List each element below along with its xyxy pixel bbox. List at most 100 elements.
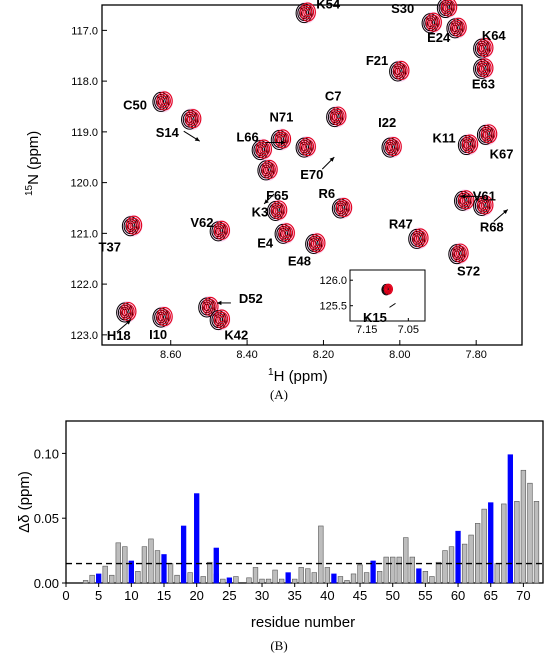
red-contour	[425, 12, 442, 32]
x-axis-superscript: 1	[268, 367, 274, 378]
bar-x-tick-label: 50	[385, 588, 399, 603]
chemical-shift-bar-panel: 0 5 10 15 20 25 30 35 40 45 50 55 60 65 70 0.00 0.05 0.1…	[16, 420, 544, 653]
red-contour	[457, 249, 464, 257]
bar-residue-48	[376, 571, 383, 584]
y-tick-label: 121.0	[70, 228, 98, 240]
bar-residue-54	[416, 568, 422, 584]
red-contour	[385, 285, 392, 293]
bar-residue-26	[233, 576, 239, 584]
bar-residue-36	[298, 567, 304, 584]
peak-label-layer: K54 S30 R60 K64 E24 E63 F21 C50 S14 C7 I22 N71 L66 E7…	[99, 0, 514, 343]
red-contour	[484, 128, 494, 140]
inset-x-tick-label: 7.05	[398, 324, 419, 336]
peak-label-l66: L66	[236, 130, 258, 145]
red-contour	[215, 222, 229, 238]
panel-b-label: (B)	[270, 638, 287, 653]
red-contour	[255, 139, 273, 159]
bar-residue-51	[396, 556, 402, 584]
bar-residue-57	[435, 561, 442, 584]
bar-x-tick-label: 60	[451, 588, 465, 603]
peak-s72	[448, 242, 469, 265]
red-contour	[276, 206, 282, 214]
red-contour	[282, 227, 292, 239]
peak-e70	[295, 136, 317, 159]
black-contour	[480, 129, 491, 141]
bar-residue-58	[442, 550, 448, 584]
bar-residue-53	[409, 556, 415, 584]
bar-residue-15	[161, 554, 167, 584]
peak-label-t37: T37	[99, 240, 121, 255]
red-contour	[440, 0, 458, 17]
peak-label-n71: N71	[269, 109, 293, 124]
bar-residue-9	[122, 546, 128, 584]
red-contour	[463, 136, 477, 152]
red-contour	[480, 62, 490, 74]
red-contour	[396, 65, 406, 76]
spectrum-x-ticks: 8.60 8.40 8.20 8.00 7.80	[160, 340, 487, 361]
x-axis-text: H (ppm)	[274, 368, 328, 385]
bar-residue-30	[259, 578, 265, 584]
red-contour	[390, 143, 397, 150]
peak-label-s30: S30	[391, 1, 414, 16]
bar-residue-47	[370, 560, 376, 584]
bar-x-tick-label: 20	[189, 588, 203, 603]
red-contour	[185, 109, 202, 129]
red-contour	[120, 301, 137, 322]
bar-residue-38	[311, 572, 317, 584]
peak-r60	[436, 0, 458, 19]
bar-residue-16	[167, 563, 174, 584]
red-contour	[311, 235, 324, 251]
inset-frame	[349, 269, 426, 322]
bar-residue-45	[357, 564, 363, 584]
black-contour	[476, 63, 487, 75]
inset-y-tick-label: 126.0	[319, 275, 347, 287]
black-contour	[155, 311, 166, 324]
bar-residue-44	[350, 573, 357, 584]
peak-v62	[209, 219, 231, 242]
red-contour	[274, 129, 292, 149]
bar-residue-65	[488, 502, 494, 584]
bar-x-tick-label: 10	[124, 588, 138, 603]
peak-label-i10: I10	[149, 327, 167, 342]
red-contour	[283, 229, 290, 237]
peak-s14	[181, 108, 202, 131]
bar-x-tick-label: 30	[255, 588, 269, 603]
peak-r68	[473, 194, 494, 217]
peak-label-e24: E24	[427, 30, 451, 45]
bar-x-tick-label: 45	[353, 588, 367, 603]
x-tick-label: 8.60	[160, 349, 181, 361]
inset-x-tick-label: 7.15	[356, 324, 377, 336]
bar-residue-5	[96, 573, 102, 584]
peak-label-k54: K54	[316, 0, 341, 12]
peak-k67	[476, 123, 498, 146]
peak-n71	[270, 128, 292, 151]
red-contour	[280, 225, 294, 241]
black-contour	[440, 2, 451, 14]
peak-f65	[257, 158, 279, 181]
bar-residue-25	[226, 577, 233, 584]
black-contour	[449, 22, 460, 35]
arrowhead	[216, 300, 222, 306]
bar-x-ticks: 0 5 10 15 20 25 30 35 40 45 50 55 60 65 70	[62, 583, 531, 603]
peak-label-s72: S72	[457, 264, 480, 279]
black-contour	[461, 139, 472, 151]
bar-residue-60	[455, 530, 461, 584]
red-contour	[202, 296, 219, 317]
red-contour	[309, 233, 326, 253]
bar-residue-23	[213, 547, 219, 584]
annotation-arrow-layer	[116, 130, 509, 333]
black-contour	[392, 65, 403, 78]
peak-c50	[152, 90, 174, 113]
red-contour	[465, 138, 475, 150]
black-contour	[299, 141, 310, 154]
red-contour	[188, 113, 198, 124]
x-tick-label: 8.00	[389, 349, 410, 361]
red-contour	[461, 134, 479, 154]
red-contour	[479, 60, 492, 76]
peak-label-k3: K3	[252, 205, 269, 220]
peak-label-e48: E48	[288, 254, 311, 269]
peak-label-h18: H18	[107, 328, 131, 343]
bar-x-tick-label: 55	[418, 588, 432, 603]
bar-residue-18	[180, 525, 187, 584]
